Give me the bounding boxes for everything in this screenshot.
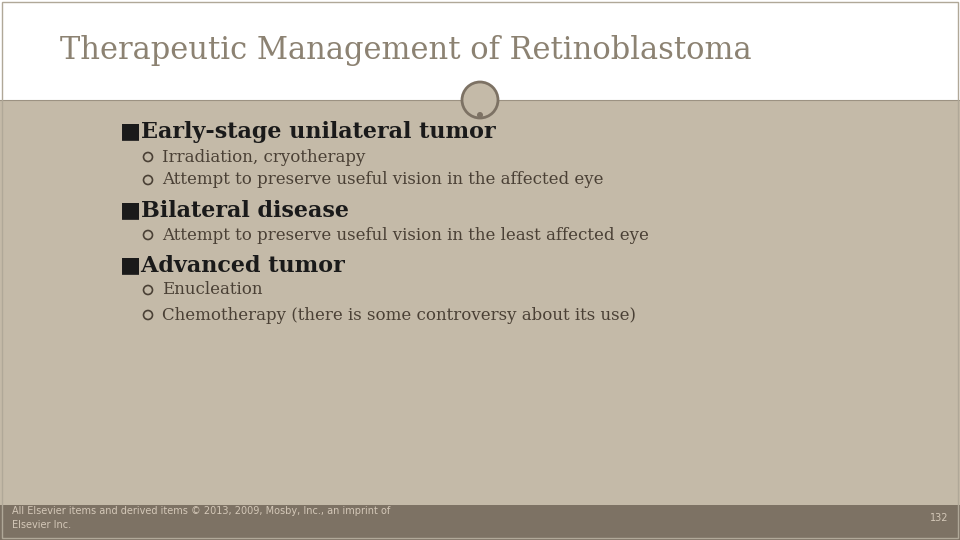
Text: Attempt to preserve useful vision in the least affected eye: Attempt to preserve useful vision in the… bbox=[162, 226, 649, 244]
FancyBboxPatch shape bbox=[0, 505, 960, 540]
Circle shape bbox=[477, 112, 483, 118]
Circle shape bbox=[462, 82, 498, 118]
FancyBboxPatch shape bbox=[0, 0, 960, 100]
Text: Enucleation: Enucleation bbox=[162, 281, 262, 299]
Text: Chemotherapy (there is some controversy about its use): Chemotherapy (there is some controversy … bbox=[162, 307, 636, 323]
Text: Attempt to preserve useful vision in the affected eye: Attempt to preserve useful vision in the… bbox=[162, 172, 604, 188]
Text: ■Advanced tumor: ■Advanced tumor bbox=[120, 254, 345, 276]
Text: ■Early-stage unilateral tumor: ■Early-stage unilateral tumor bbox=[120, 121, 495, 143]
FancyBboxPatch shape bbox=[0, 100, 960, 505]
Text: ■Bilateral disease: ■Bilateral disease bbox=[120, 199, 349, 221]
Text: Irradiation, cryotherapy: Irradiation, cryotherapy bbox=[162, 148, 366, 165]
Text: Therapeutic Management of Retinoblastoma: Therapeutic Management of Retinoblastoma bbox=[60, 35, 752, 65]
Text: All Elsevier items and derived items © 2013, 2009, Mosby, Inc., an imprint of
El: All Elsevier items and derived items © 2… bbox=[12, 506, 391, 530]
Text: 132: 132 bbox=[929, 513, 948, 523]
